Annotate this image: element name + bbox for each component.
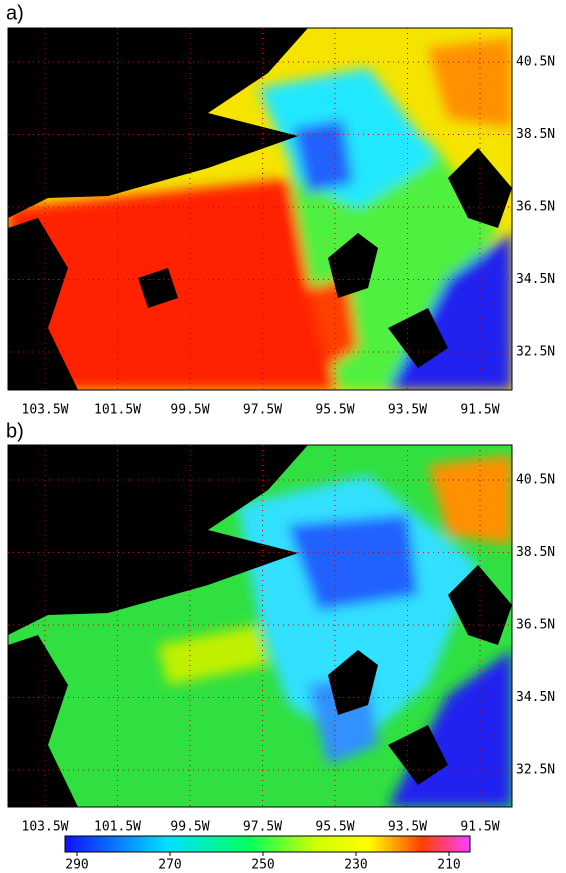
x-tick-label: 99.5W — [170, 403, 209, 418]
y-tick-label: 38.5N — [516, 127, 555, 142]
y-tick-label: 40.5N — [516, 473, 555, 488]
y-tick-label: 34.5N — [516, 272, 555, 287]
x-tick-label: 91.5W — [460, 403, 499, 418]
x-tick-label: 91.5W — [460, 820, 499, 835]
x-tick-label: 101.5W — [94, 403, 141, 418]
colorbar — [64, 835, 471, 853]
y-tick-label: 40.5N — [516, 55, 555, 70]
panel-label: a) — [6, 2, 24, 24]
x-tick-label: 103.5W — [22, 820, 69, 835]
x-tick-label: 99.5W — [170, 820, 209, 835]
panel-label: b) — [6, 420, 24, 442]
y-tick-label: 38.5N — [516, 545, 555, 560]
colorbar-tick-label: 290 — [65, 858, 88, 873]
x-tick-label: 103.5W — [22, 403, 69, 418]
y-tick-label: 34.5N — [516, 690, 555, 705]
panel-image: 103.5W 101.5W 99.5W 97.5W 95.5W 93.5W 91.5W 40.… — [7, 27, 555, 418]
colorbar-tick-label: 270 — [158, 858, 181, 873]
y-tick-label: 36.5N — [516, 618, 555, 633]
y-tick-label: 36.5N — [516, 200, 555, 215]
colorbar-tick-label: 210 — [437, 858, 460, 873]
x-tick-label: 93.5W — [388, 403, 427, 418]
panel-image: 103.5W 101.5W 99.5W 97.5W 95.5W 93.5W 91.5W 40.… — [7, 444, 555, 835]
x-tick-label: 97.5W — [243, 403, 282, 418]
colorbar-tick-label: 250 — [251, 858, 274, 873]
x-tick-label: 95.5W — [315, 403, 354, 418]
x-tick-label: 101.5W — [94, 820, 141, 835]
y-tick-label: 32.5N — [516, 345, 555, 360]
x-tick-label: 93.5W — [388, 820, 427, 835]
x-tick-label: 97.5W — [243, 820, 282, 835]
x-tick-label: 95.5W — [315, 820, 354, 835]
y-tick-label: 32.5N — [516, 763, 555, 778]
colorbar-tick-label: 230 — [344, 858, 367, 873]
